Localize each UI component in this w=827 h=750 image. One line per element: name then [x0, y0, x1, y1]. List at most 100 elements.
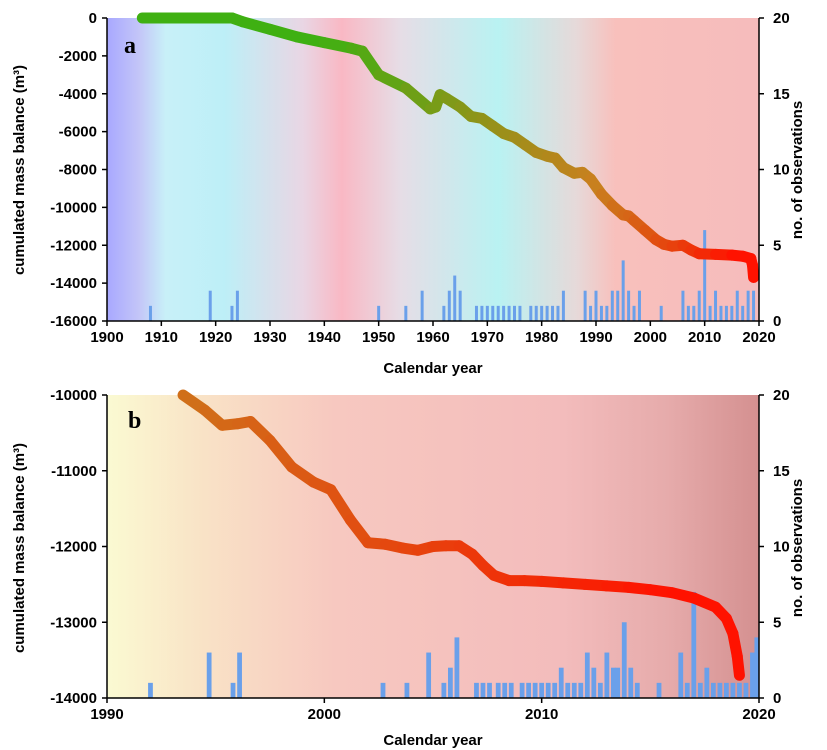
panel-b-observation-bar [508, 682, 514, 698]
panel-a-y-tick-label: -14000 [50, 275, 97, 292]
panel-b-curve-segment [325, 484, 356, 526]
panel-a-observation-bar [507, 305, 511, 321]
panel-a-observation-bar [719, 305, 723, 321]
panel-b-observation-bar [737, 682, 742, 698]
panel-a-letter: a [124, 33, 136, 59]
panel-a-observation-bar [627, 290, 631, 321]
panel-b-observation-bar [454, 637, 460, 698]
panel-a-observation-bar [545, 305, 549, 321]
panel-a-observation-bars [148, 230, 756, 321]
panel-a-x-tick-label: 2010 [688, 329, 721, 346]
panel-b-observation-bar [545, 682, 551, 698]
panel-a-observation-bar [235, 290, 239, 321]
panel-b-y2-tick-label: 5 [773, 614, 781, 631]
panel-b-x-axis-title: Calendar year [383, 732, 482, 749]
panel-b-y-tick-label: -13000 [50, 614, 97, 631]
panel-b-observation-bar [441, 682, 447, 698]
panel-a-observation-bar [447, 290, 451, 321]
panel-b-observation-bar [615, 667, 621, 698]
panel-a-observation-bar [741, 305, 745, 321]
panel-b-observation-bar [404, 682, 410, 698]
panel-a-observation-bar [480, 305, 484, 321]
panel-b-observation-bar [237, 652, 242, 698]
panel-a-observation-bar [714, 290, 718, 321]
panel-a-y2-tick-label: 10 [773, 162, 790, 179]
panel-b-curve-segment [731, 650, 745, 681]
panel-b-observation-bar [539, 682, 545, 698]
panel-b-observation-bar [597, 682, 603, 698]
panel-a-y2-axis-title: no. of observations [789, 101, 806, 239]
panel-b-observation-bar [611, 667, 616, 698]
panel-b-observation-bar [206, 652, 212, 698]
panel-b-observation-bar [502, 682, 508, 698]
panel-b-y2-tick-label: 10 [773, 539, 790, 556]
panel-a-observation-bar [491, 305, 495, 321]
panel-a-axes: 1900 1910 1920 1930 1940 1950 1960 1970 1980 1990… [50, 10, 789, 346]
panel-b-observation-bar [519, 682, 525, 698]
panel-a-observation-bar [583, 290, 587, 321]
panel-a-observation-bar [208, 290, 212, 321]
panel-b-observation-bar [448, 667, 453, 698]
panel-a-observation-bar [534, 305, 538, 321]
panel-a-observation-bar [474, 305, 478, 321]
panel-b-observation-bar [148, 682, 153, 698]
panel-b-observation-bar [754, 637, 760, 698]
panel-a-x-tick-label: 1980 [525, 329, 558, 346]
panel-a-y-tick-label: -2000 [59, 48, 97, 65]
panel-a: 1900 1910 1920 1930 1940 1950 1960 1970 1980 1990… [11, 10, 806, 377]
panel-b-observation-bar [724, 682, 729, 698]
panel-a-observation-bar [377, 305, 381, 321]
panel-b-observation-bar [487, 682, 492, 698]
panel-a-observation-bar [703, 230, 707, 321]
panel-a-observation-bar [230, 305, 234, 321]
panel-b-observation-bar [474, 682, 479, 698]
panel-b-observation-bar [697, 682, 703, 698]
panel-a-observation-bar [708, 305, 712, 321]
panel-a-x-tick-label: 1900 [90, 329, 123, 346]
panel-b-observation-bar [678, 652, 684, 698]
panel-a-x-tick-label: 1970 [471, 329, 504, 346]
panel-b-observation-bar [710, 682, 716, 698]
panel-a-x-axis-title: Calendar year [383, 360, 482, 377]
panel-b-y2-tick-label: 0 [773, 690, 781, 707]
panel-a-observation-bar [594, 290, 598, 321]
panel-a-plot-background [107, 18, 759, 321]
panel-a-x-tick-label: 1920 [199, 329, 232, 346]
panel-a-observation-bar [589, 305, 593, 321]
panel-b-observation-bar [717, 682, 723, 698]
panel-a-observation-bar [420, 290, 424, 321]
panel-a-y-tick-label: -4000 [59, 86, 97, 103]
panel-b-observation-bar [656, 682, 662, 698]
panel-b-y-tick-label: -12000 [50, 539, 97, 556]
panel-a-observation-bar [502, 305, 506, 321]
panel-b-observation-bar [584, 652, 590, 698]
panel-b-observation-bar [621, 622, 627, 698]
panel-a-observation-bar [724, 305, 728, 321]
panel-a-observation-bar [730, 305, 734, 321]
panel-b-y-tick-label: -14000 [50, 690, 97, 707]
panel-a-observation-bar [605, 305, 609, 321]
panel-a-observation-bar [404, 305, 408, 321]
panel-a-observation-bar [148, 305, 152, 321]
panel-a-observation-bar [681, 290, 685, 321]
panel-a-observation-bar [599, 305, 603, 321]
panel-b-x-tick-label: 2010 [525, 706, 558, 723]
panel-b-y2-axis-title: no. of observations [789, 479, 806, 617]
panel-a-observation-bar [442, 305, 446, 321]
panel-b-observation-bar [480, 682, 486, 698]
panel-a-y-axis-title: cumulated mass balance (m³) [11, 65, 28, 275]
panel-a-observation-bar [697, 290, 701, 321]
panel-b-x-tick-label: 1990 [90, 706, 123, 723]
panel-a-y-tick-label: -6000 [59, 124, 97, 141]
panel-a-observation-bar [485, 305, 489, 321]
panel-a-y2-tick-label: 5 [773, 237, 781, 254]
panel-a-observation-bar [686, 305, 690, 321]
panel-a-observation-bar [556, 305, 560, 321]
panel-a-observation-bar [610, 290, 614, 321]
panel-b-observation-bar [526, 682, 532, 698]
panel-b-y2-tick-label: 20 [773, 387, 790, 404]
panel-b-observation-bar [578, 682, 584, 698]
panel-a-y2-tick-label: 0 [773, 313, 781, 330]
panel-a-observation-bar [561, 290, 565, 321]
